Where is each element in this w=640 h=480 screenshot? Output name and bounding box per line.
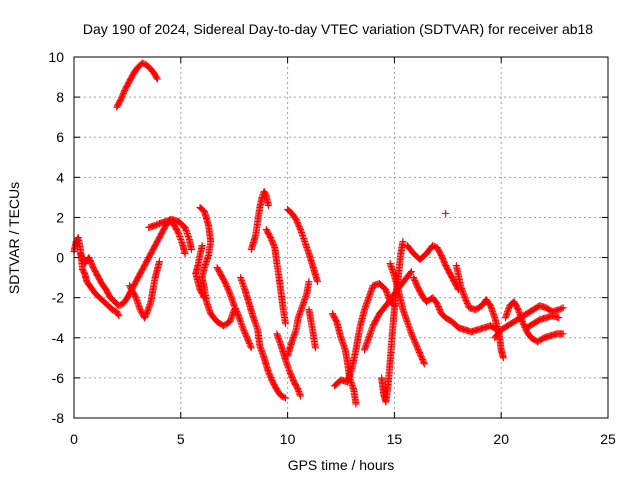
y-tick-label: 10 — [48, 49, 64, 65]
series-arc-3 — [126, 258, 163, 322]
y-tick-label: 2 — [56, 209, 64, 225]
series-arc-23 — [452, 262, 507, 362]
data-point — [247, 342, 255, 350]
x-tick-label: 5 — [177, 431, 185, 447]
series-arc-15 — [305, 306, 319, 352]
data-point — [555, 314, 563, 322]
series-arc-5 — [145, 215, 195, 254]
data-point — [296, 224, 304, 232]
y-tick-label: 6 — [56, 129, 64, 145]
data-point — [270, 242, 278, 250]
y-tick-label: -8 — [52, 410, 65, 426]
plot-frame — [73, 56, 609, 419]
data-point — [399, 238, 407, 246]
y-axis-label: SDTVAR / TECUs — [6, 182, 22, 294]
data-point — [352, 400, 360, 408]
series-arc-24 — [491, 302, 567, 342]
series-arc-7 — [192, 242, 208, 302]
series-outlier — [442, 209, 450, 217]
series-arc-17 — [331, 280, 398, 390]
series-arc-1 — [70, 234, 123, 320]
data-point — [247, 344, 255, 352]
grid-lines — [74, 57, 608, 418]
data-point — [234, 310, 242, 318]
data-point — [281, 320, 289, 328]
data-point — [155, 258, 163, 266]
data-point — [407, 268, 415, 276]
y-tick-label: 0 — [56, 250, 64, 266]
data-point — [296, 392, 304, 400]
series-arc-26 — [523, 312, 563, 332]
data-point — [264, 201, 272, 209]
series-arc-22 — [410, 274, 501, 336]
data-point — [442, 209, 450, 217]
y-tick-label: -4 — [52, 330, 65, 346]
data-point — [499, 354, 507, 362]
data-point — [200, 294, 208, 302]
data-point — [559, 304, 567, 312]
y-tick-label: 4 — [56, 169, 64, 185]
x-axis-label: GPS time / hours — [288, 457, 395, 473]
series-arc-20 — [386, 260, 428, 368]
series-arc-16 — [328, 310, 360, 408]
chart-title: Day 190 of 2024, Sidereal Day-to-day VTE… — [83, 21, 593, 37]
data-point — [305, 278, 313, 286]
series-arc-11 — [262, 225, 289, 328]
series-arc-14 — [284, 278, 313, 360]
series-arc-9 — [237, 274, 289, 402]
data-point — [311, 344, 319, 352]
data-point — [558, 304, 566, 312]
data-point — [153, 74, 161, 82]
data-point — [314, 278, 322, 286]
series-arc-12 — [273, 330, 304, 400]
data-point — [153, 75, 161, 83]
data-point — [225, 288, 233, 296]
y-tick-label: 8 — [56, 89, 64, 105]
series-arc-13 — [284, 205, 322, 286]
y-tick-labels: -8 -6 -4 -2 0 2 4 6 8 10 — [48, 49, 64, 426]
y-tick-label: -2 — [52, 290, 65, 306]
data-point — [420, 360, 428, 368]
series-arc-10 — [247, 187, 272, 254]
x-tick-labels: 0 5 10 15 20 25 — [70, 431, 616, 447]
x-tick-label: 0 — [70, 431, 78, 447]
data-point — [115, 312, 123, 320]
series-arc-4 — [113, 59, 161, 111]
series-arc-8 — [213, 264, 255, 352]
series-arc-21 — [403, 242, 462, 294]
y-tick-label: -6 — [52, 370, 65, 386]
x-tick-label: 20 — [493, 431, 509, 447]
data-point — [280, 393, 288, 401]
x-tick-label: 10 — [280, 431, 296, 447]
x-tick-label: 25 — [600, 431, 616, 447]
data-point — [200, 292, 208, 300]
data-point — [281, 394, 289, 402]
data-point — [407, 269, 415, 277]
data-point — [114, 310, 122, 318]
data-point — [559, 330, 567, 338]
data-point — [181, 250, 189, 258]
x-tick-label: 15 — [387, 431, 403, 447]
data-point — [420, 358, 428, 366]
axis-ticks — [73, 56, 609, 419]
data-point — [187, 246, 195, 254]
data-marks — [70, 59, 567, 408]
